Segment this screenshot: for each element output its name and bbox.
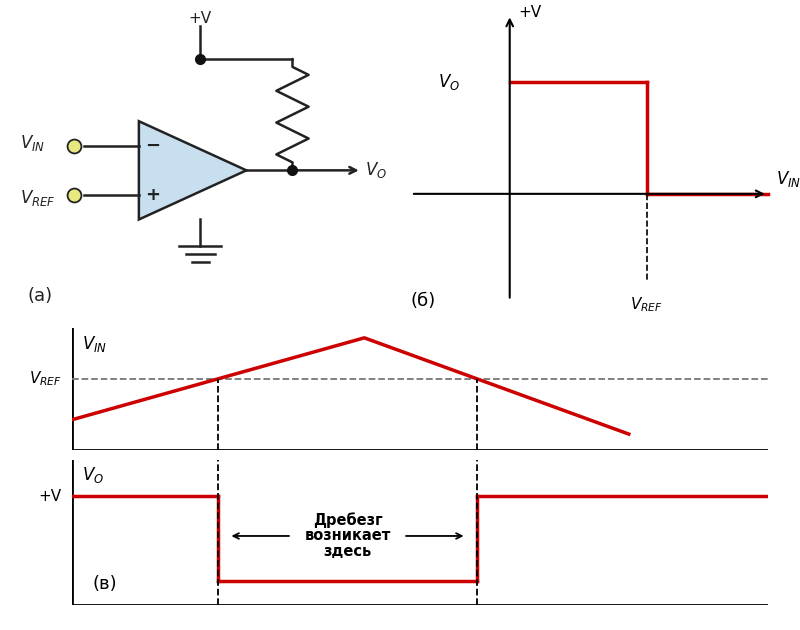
Text: $V_{REF}$: $V_{REF}$	[630, 295, 663, 314]
Text: $V_{REF}$: $V_{REF}$	[20, 188, 55, 208]
Text: $V_O$: $V_O$	[438, 72, 461, 93]
Text: $V_{IN}$: $V_{IN}$	[82, 334, 108, 353]
Text: $V_{REF}$: $V_{REF}$	[29, 369, 62, 388]
Text: +V: +V	[518, 4, 541, 20]
Text: −: −	[145, 137, 160, 155]
Text: (б): (б)	[411, 292, 436, 310]
Text: $V_{IN}$: $V_{IN}$	[776, 169, 800, 189]
Text: +V: +V	[38, 489, 62, 503]
Text: Дребезг: Дребезг	[313, 512, 382, 528]
Text: (в): (в)	[93, 575, 118, 593]
Text: $V_O$: $V_O$	[82, 465, 105, 484]
Polygon shape	[139, 121, 246, 219]
Text: $V_{IN}$: $V_{IN}$	[20, 132, 45, 152]
Text: здесь: здесь	[323, 544, 372, 559]
Text: +: +	[145, 186, 160, 204]
Text: $V_O$: $V_O$	[366, 161, 387, 180]
Text: +V: +V	[189, 11, 212, 26]
Text: (а): (а)	[27, 287, 53, 305]
Text: возникает: возникает	[304, 529, 390, 544]
